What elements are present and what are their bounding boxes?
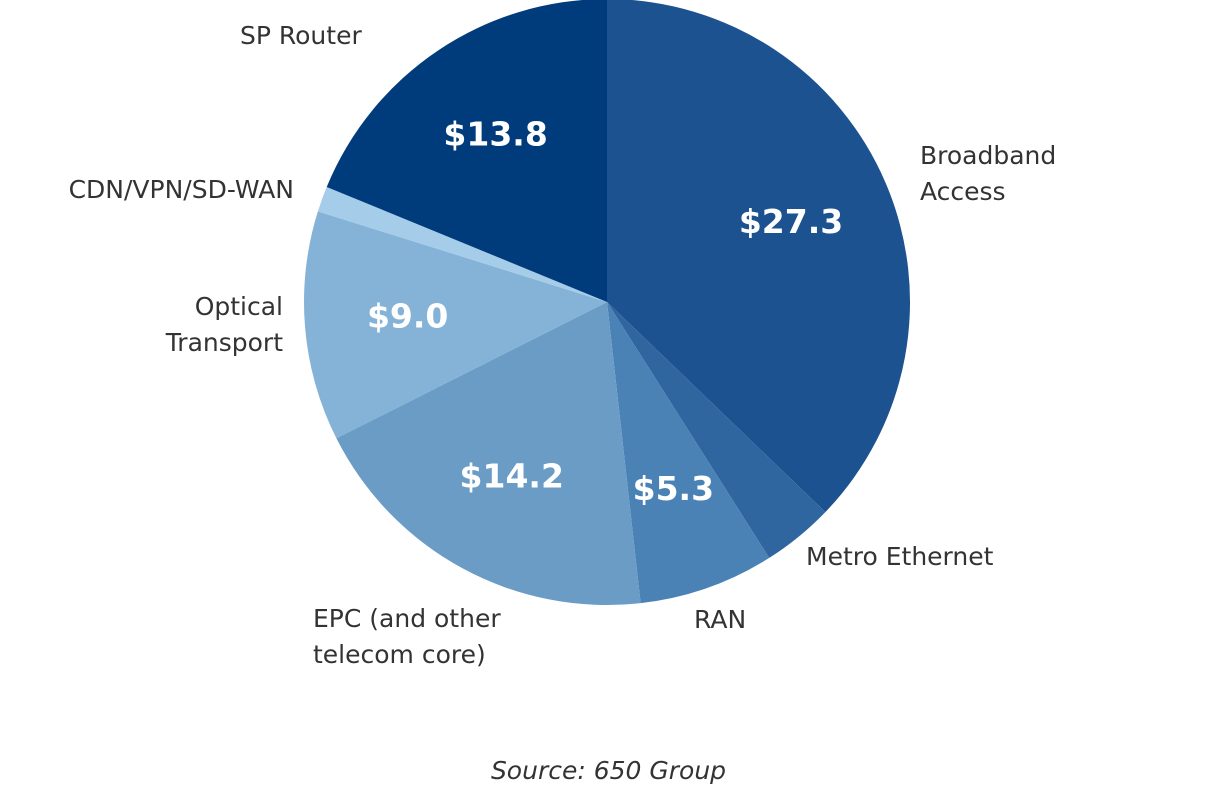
pie-slice — [336, 302, 641, 605]
category-label: RAN — [694, 605, 747, 634]
data-label: $13.8 — [443, 114, 547, 153]
category-label: EPC (and other telecom core) — [313, 604, 501, 669]
category-label: Optical Transport — [165, 292, 283, 357]
pie-slice — [317, 186, 607, 302]
source-note: Source: 650 Group — [490, 756, 727, 785]
category-label: SP Router — [240, 21, 362, 50]
pie-slice — [607, 302, 826, 558]
pie-slice — [607, 0, 910, 513]
pie-slice — [326, 0, 607, 302]
category-label: Broadband Access — [920, 141, 1057, 206]
data-label: $14.2 — [460, 456, 564, 495]
pie-slice — [607, 302, 770, 604]
category-label: Metro Ethernet — [806, 542, 994, 571]
data-label: $9.0 — [367, 297, 448, 336]
pie-slice — [303, 211, 607, 439]
data-label: $5.3 — [633, 469, 714, 508]
category-label: CDN/VPN/SD-WAN — [68, 175, 294, 204]
data-label: $27.3 — [739, 202, 843, 241]
